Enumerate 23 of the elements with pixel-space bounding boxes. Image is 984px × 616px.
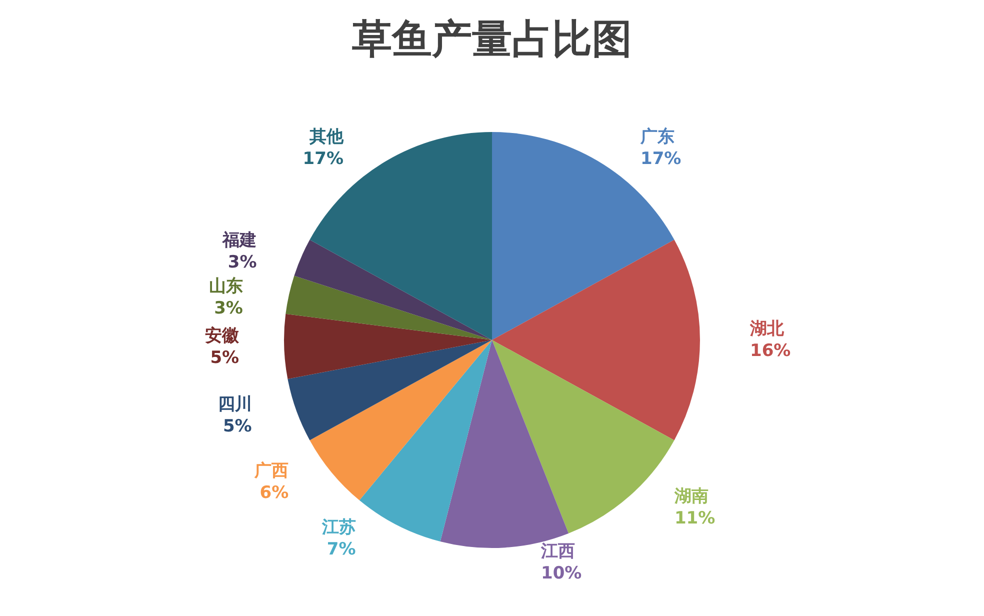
- slice-label: 江苏: [320, 518, 356, 538]
- data-label: 5%: [222, 416, 252, 437]
- data-label: 17%: [640, 149, 682, 170]
- data-label: 17%: [302, 149, 344, 170]
- data-label: 6%: [260, 483, 289, 504]
- slice-label: 其他: [308, 127, 344, 148]
- data-label: 11%: [674, 508, 716, 528]
- data-label: 16%: [750, 341, 791, 361]
- slice-label: 安徽: [205, 326, 240, 346]
- chart-title: 草鱼产量占比图: [352, 16, 632, 62]
- slice-label: 江西: [540, 542, 575, 562]
- data-label: 7%: [326, 540, 356, 560]
- slice-label: 四川: [218, 394, 252, 415]
- slice-label: 湖南: [673, 486, 708, 506]
- slice-label: 湖北: [749, 319, 785, 339]
- data-label: 3%: [228, 252, 257, 272]
- data-label: 10%: [541, 564, 582, 584]
- slice-label: 山东: [208, 276, 243, 296]
- data-label: 3%: [214, 298, 243, 318]
- slice-label: 福建: [222, 230, 257, 250]
- slice-label: 广西: [254, 461, 289, 482]
- slice-label: 广东: [640, 127, 675, 148]
- data-label: 5%: [210, 348, 240, 368]
